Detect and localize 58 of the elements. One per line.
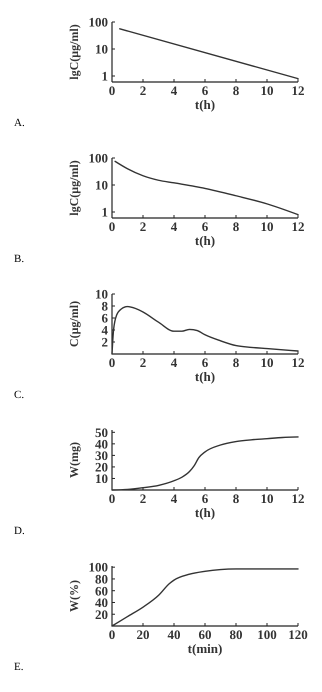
x-tick-label: 6 xyxy=(202,355,209,370)
x-tick-label: 8 xyxy=(232,219,240,234)
x-axis-title: t(min) xyxy=(188,641,222,656)
y-tick-label: 10 xyxy=(95,42,108,57)
x-tick-label: 10 xyxy=(260,219,274,234)
x-tick-label: 6 xyxy=(202,83,209,98)
x-tick-label: 100 xyxy=(257,627,277,642)
x-tick-label: 2 xyxy=(140,355,146,370)
x-tick-label: 2 xyxy=(140,83,146,98)
y-tick-label: 1 xyxy=(102,68,108,84)
x-tick-label: 12 xyxy=(292,491,304,506)
y-axis-title: lgC(μg/ml) xyxy=(67,160,81,216)
x-tick-label: 0 xyxy=(108,627,116,642)
x-tick-label: 4 xyxy=(170,83,178,98)
x-tick-label: 4 xyxy=(170,219,178,234)
y-tick-label: 10 xyxy=(95,178,108,193)
y-tick-label: 100 xyxy=(88,14,108,30)
x-tick-label: 80 xyxy=(230,627,242,642)
x-axis-title: t(h) xyxy=(194,233,216,248)
x-tick-label: 2 xyxy=(140,491,146,506)
x-tick-label: 8 xyxy=(232,355,240,370)
x-tick-label: 10 xyxy=(260,355,274,370)
y-axis-title: W(%) xyxy=(67,580,81,612)
x-tick-label: 20 xyxy=(136,627,150,642)
x-tick-label: 120 xyxy=(288,627,308,642)
x-tick-label: 40 xyxy=(168,627,180,642)
text: C. xyxy=(14,389,24,401)
y-axis-title: W(mg) xyxy=(67,442,81,478)
x-tick-label: 4 xyxy=(170,355,178,370)
x-tick-label: 8 xyxy=(232,83,240,98)
y-axis-title: lgC(μg/ml) xyxy=(67,24,81,80)
x-axis-title: t(h) xyxy=(194,369,216,384)
x-tick-label: 12 xyxy=(292,83,304,98)
y-tick-label: 1 xyxy=(102,204,108,220)
text: D. xyxy=(14,525,25,537)
text: E. xyxy=(14,661,24,673)
x-tick-label: 60 xyxy=(198,627,212,642)
x-tick-label: 0 xyxy=(108,355,116,370)
x-tick-label: 6 xyxy=(202,491,209,506)
text: A. xyxy=(14,117,25,129)
x-tick-label: 4 xyxy=(170,491,178,506)
x-tick-label: 12 xyxy=(292,219,304,234)
y-tick-label: 100 xyxy=(88,150,108,166)
line-series xyxy=(114,160,299,216)
x-axis-title: t(h) xyxy=(194,505,216,520)
x-tick-label: 10 xyxy=(260,83,274,98)
x-tick-label: 0 xyxy=(108,219,116,234)
x-tick-label: 12 xyxy=(292,355,304,370)
x-tick-label: 0 xyxy=(108,83,116,98)
x-tick-label: 8 xyxy=(232,491,240,506)
x-tick-label: 10 xyxy=(260,491,274,506)
y-axis-title: C(μg/ml) xyxy=(67,300,81,348)
text: B. xyxy=(14,253,24,265)
x-tick-label: 2 xyxy=(140,219,146,234)
x-tick-label: 6 xyxy=(202,219,209,234)
x-tick-label: 0 xyxy=(108,491,116,506)
x-axis-title: t(h) xyxy=(194,97,216,112)
line-series xyxy=(111,568,299,627)
